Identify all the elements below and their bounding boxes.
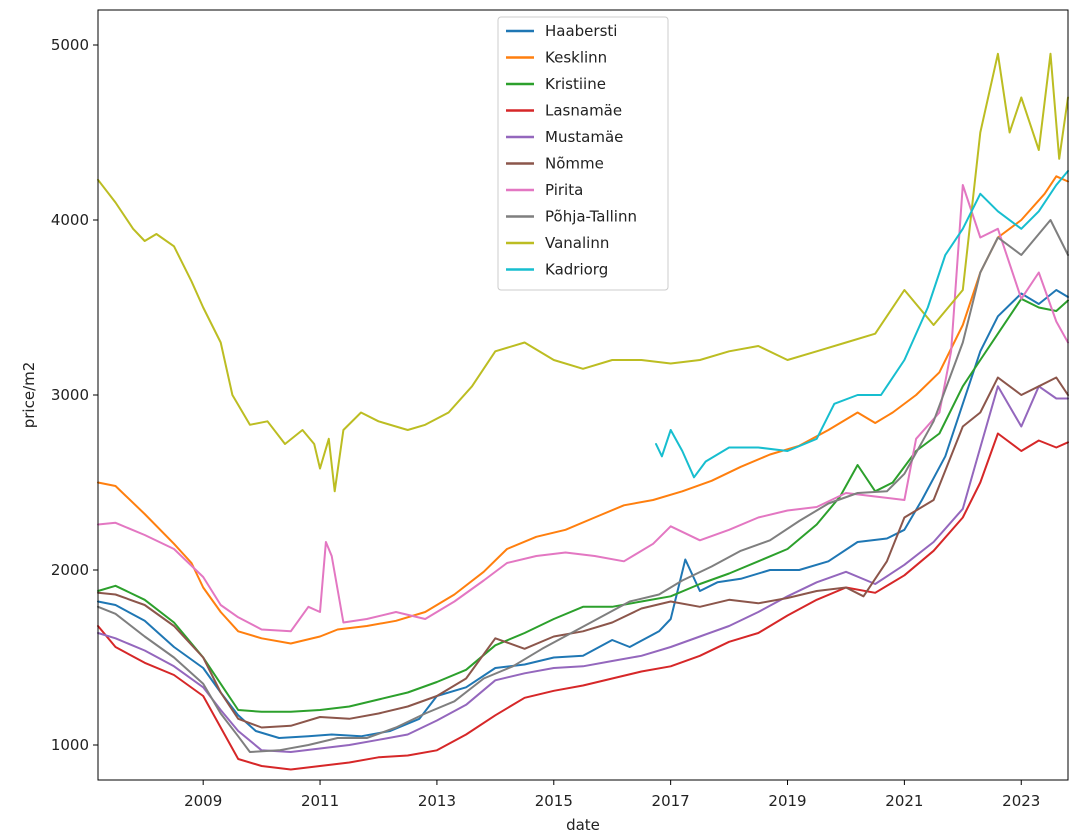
legend-label: Põhja-Tallinn [545, 208, 637, 226]
legend-label: Lasnamäe [545, 102, 622, 120]
x-tick-label: 2009 [184, 792, 222, 810]
series-line-vanalinn [97, 52, 1069, 493]
x-tick-label: 2015 [535, 792, 573, 810]
series-line-n-mme [97, 376, 1069, 729]
series-line-kadriorg [655, 170, 1069, 479]
y-tick-label: 1000 [51, 736, 89, 754]
x-tick-label: 2013 [418, 792, 456, 810]
y-tick-label: 5000 [51, 36, 89, 54]
x-tick-label: 2019 [768, 792, 806, 810]
plot-frame [97, 9, 1069, 781]
series-line-lasnam-e [97, 432, 1069, 771]
x-tick-label: 2023 [1002, 792, 1040, 810]
legend: Haabersti Kesklinn Kristiine Lasnamäe Mustam… [497, 16, 669, 291]
y-tick-label: 3000 [51, 386, 89, 404]
y-axis-title: price/m2 [20, 362, 38, 429]
series-line-haabersti [97, 289, 1069, 739]
legend-label: Nõmme [545, 155, 604, 173]
plot-area [97, 52, 1069, 771]
y-axis-ticks: 1000 2000 3000 4000 5000 [51, 36, 98, 754]
series-line-pirita [97, 184, 1069, 633]
series-line-kesklinn [97, 175, 1069, 645]
series-line-p-hja-tallinn [97, 219, 1069, 753]
y-tick-label: 4000 [51, 211, 89, 229]
x-axis-title: date [566, 816, 600, 834]
legend-label: Kadriorg [545, 261, 608, 279]
legend-label: Haabersti [545, 22, 617, 40]
y-tick-label: 2000 [51, 561, 89, 579]
x-tick-label: 2021 [885, 792, 923, 810]
legend-label: Kristiine [545, 75, 606, 93]
x-axis-ticks: 2009 2011 2013 2015 2017 2019 2021 2023 [184, 780, 1040, 810]
legend-label: Pirita [545, 181, 583, 199]
legend-label: Mustamäe [545, 128, 623, 146]
x-tick-label: 2011 [301, 792, 339, 810]
series-line-mustam-e [97, 385, 1069, 753]
x-tick-label: 2017 [652, 792, 690, 810]
legend-box [497, 16, 669, 291]
series-line-kristiine [97, 297, 1069, 713]
legend-label: Kesklinn [545, 49, 607, 67]
legend-label: Vanalinn [545, 234, 609, 252]
